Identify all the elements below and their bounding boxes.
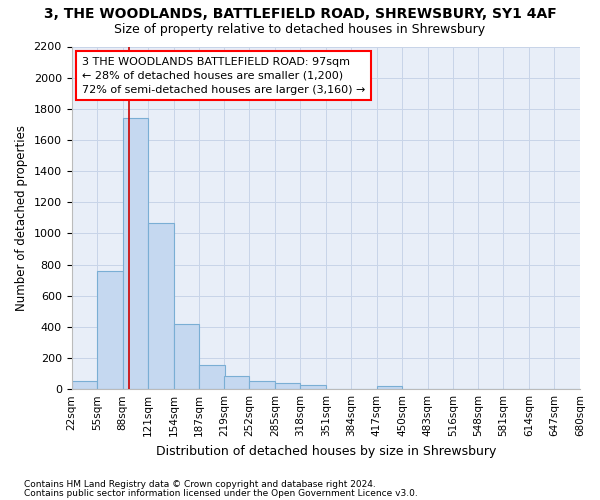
Bar bbox=[97, 271, 122, 389]
Bar bbox=[224, 376, 249, 389]
Bar bbox=[275, 383, 300, 389]
X-axis label: Distribution of detached houses by size in Shrewsbury: Distribution of detached houses by size … bbox=[155, 444, 496, 458]
Text: Contains HM Land Registry data © Crown copyright and database right 2024.: Contains HM Land Registry data © Crown c… bbox=[24, 480, 376, 489]
Bar bbox=[249, 382, 275, 389]
Bar bbox=[71, 380, 97, 389]
Y-axis label: Number of detached properties: Number of detached properties bbox=[15, 125, 28, 311]
Bar bbox=[377, 386, 402, 389]
Bar bbox=[199, 365, 224, 389]
Text: 3, THE WOODLANDS, BATTLEFIELD ROAD, SHREWSBURY, SY1 4AF: 3, THE WOODLANDS, BATTLEFIELD ROAD, SHRE… bbox=[44, 8, 556, 22]
Text: Size of property relative to detached houses in Shrewsbury: Size of property relative to detached ho… bbox=[115, 22, 485, 36]
Bar bbox=[122, 118, 148, 389]
Bar bbox=[300, 384, 326, 389]
Text: 3 THE WOODLANDS BATTLEFIELD ROAD: 97sqm
← 28% of detached houses are smaller (1,: 3 THE WOODLANDS BATTLEFIELD ROAD: 97sqm … bbox=[82, 57, 365, 95]
Bar bbox=[148, 222, 173, 389]
Bar bbox=[173, 324, 199, 389]
Text: Contains public sector information licensed under the Open Government Licence v3: Contains public sector information licen… bbox=[24, 488, 418, 498]
